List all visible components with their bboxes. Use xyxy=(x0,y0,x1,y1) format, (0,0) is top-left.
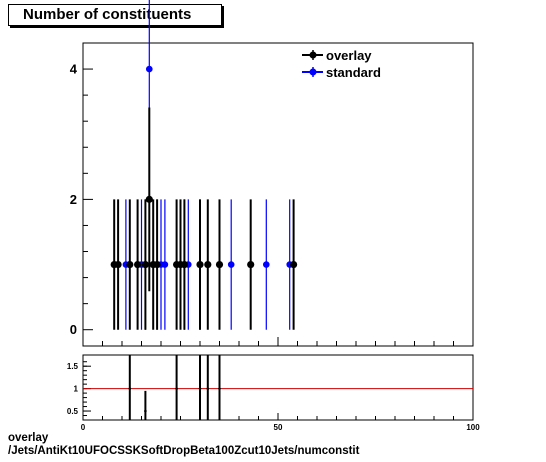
overlay-point xyxy=(290,260,298,269)
footer-line-2: /Jets/AntiKt10UFOCSSKSoftDropBeta100Zcut… xyxy=(8,445,360,457)
legend-marker xyxy=(309,68,317,76)
ratio-point xyxy=(175,387,178,390)
y-tick-label: 4 xyxy=(70,62,78,77)
standard-point xyxy=(227,261,235,268)
overlay-point xyxy=(215,260,224,269)
standard-point xyxy=(263,261,270,268)
legend-label: standard xyxy=(326,65,381,80)
overlay-point xyxy=(141,260,149,269)
x-tick-label: 50 xyxy=(274,423,283,432)
standard-point xyxy=(146,65,153,73)
ratio-point xyxy=(218,387,221,390)
overlay-point xyxy=(134,260,142,269)
overlay-point xyxy=(126,260,134,269)
ratio-plot-frame xyxy=(82,354,474,421)
standard-point xyxy=(161,261,169,268)
overlay-point xyxy=(247,260,255,269)
ratio-point xyxy=(206,387,210,390)
ratio-point xyxy=(198,387,202,390)
footer-label: overlay /Jets/AntiKt10UFOCSSKSoftDropBet… xyxy=(8,432,359,458)
y-tick-label: 0 xyxy=(70,322,77,337)
overlay-point xyxy=(145,195,153,203)
x-tick-label: 0 xyxy=(81,423,86,432)
legend-marker xyxy=(309,51,317,59)
overlay-point xyxy=(180,260,188,269)
overlay-point xyxy=(153,260,161,269)
legend-label: overlay xyxy=(326,48,372,63)
overlay-point xyxy=(196,260,204,269)
overlay-point xyxy=(204,260,212,269)
ratio-point xyxy=(128,387,132,390)
y-tick-label: 2 xyxy=(70,192,77,207)
footer-line-1: overlay xyxy=(8,432,49,444)
ratio-y-tick-label: 0.5 xyxy=(67,407,79,416)
ratio-y-tick-label: 1 xyxy=(74,385,79,394)
ratio-point xyxy=(144,409,147,413)
overlay-point xyxy=(114,260,122,269)
ratio-y-tick-label: 1.5 xyxy=(67,362,79,371)
x-tick-label: 100 xyxy=(466,423,480,432)
